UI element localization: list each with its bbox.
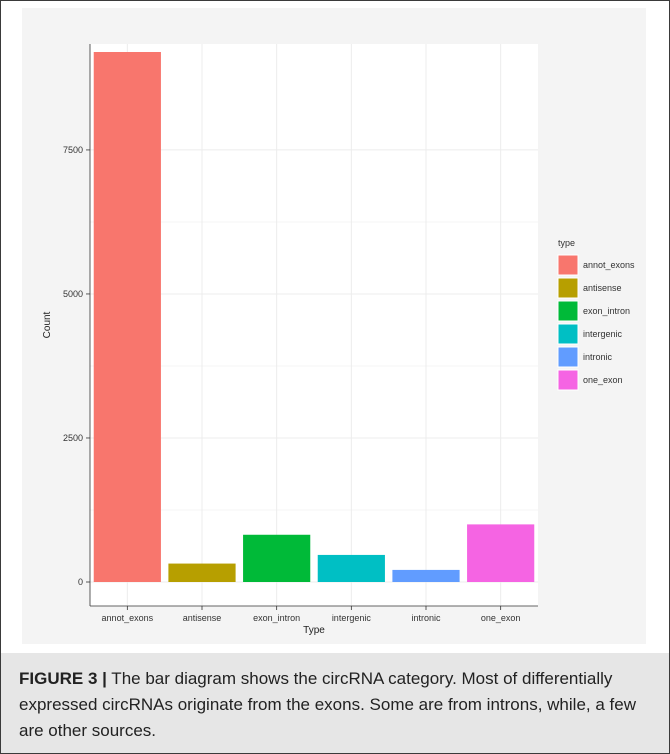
y-tick-label: 0 [78, 577, 83, 587]
caption-label: FIGURE 3 | [19, 669, 107, 688]
y-tick-label: 2500 [63, 433, 83, 443]
x-tick-label: antisense [183, 613, 222, 623]
caption-text: The bar diagram shows the circRNA catego… [19, 669, 636, 740]
legend-label: one_exon [583, 375, 623, 385]
legend-label: exon_intron [583, 306, 630, 316]
legend-swatch-antisense [557, 277, 579, 299]
legend-title: type [558, 238, 575, 248]
x-tick-label: one_exon [481, 613, 521, 623]
legend-swatch-intronic [557, 346, 579, 368]
bar-one_exon [467, 524, 535, 582]
chart-area: 0 2500 5000 7500 annot_exons antisense exon_in… [22, 8, 646, 644]
y-axis-title: Count [42, 311, 53, 338]
legend-label: intergenic [583, 329, 623, 339]
x-tick-label: exon_intron [253, 613, 300, 623]
y-tick-label: 7500 [63, 145, 83, 155]
legend-swatch-annot_exons [557, 254, 579, 276]
legend-label: antisense [583, 283, 622, 293]
legend-label: annot_exons [583, 260, 635, 270]
x-tick-label: intergenic [332, 613, 372, 623]
caption-band [1, 653, 669, 753]
legend-swatch-one_exon [557, 369, 579, 391]
plot-panel [90, 44, 538, 606]
x-axis-title: Type [303, 625, 325, 636]
y-tick-label: 5000 [63, 289, 83, 299]
bar-intergenic [317, 554, 385, 582]
figure-caption: FIGURE 3 | The bar diagram shows the cir… [19, 666, 659, 744]
bar-intronic [392, 569, 460, 582]
legend-label: intronic [583, 352, 613, 362]
x-tick-label: intronic [411, 613, 441, 623]
bar-chart: 0 2500 5000 7500 annot_exons antisense exon_in… [42, 44, 635, 636]
bar-annot_exons [93, 52, 161, 582]
bar-exon_intron [243, 534, 311, 582]
x-tick-label: annot_exons [102, 613, 154, 623]
bar-antisense [168, 563, 236, 582]
legend-swatch-intergenic [557, 323, 579, 345]
legend-swatch-exon_intron [557, 300, 579, 322]
